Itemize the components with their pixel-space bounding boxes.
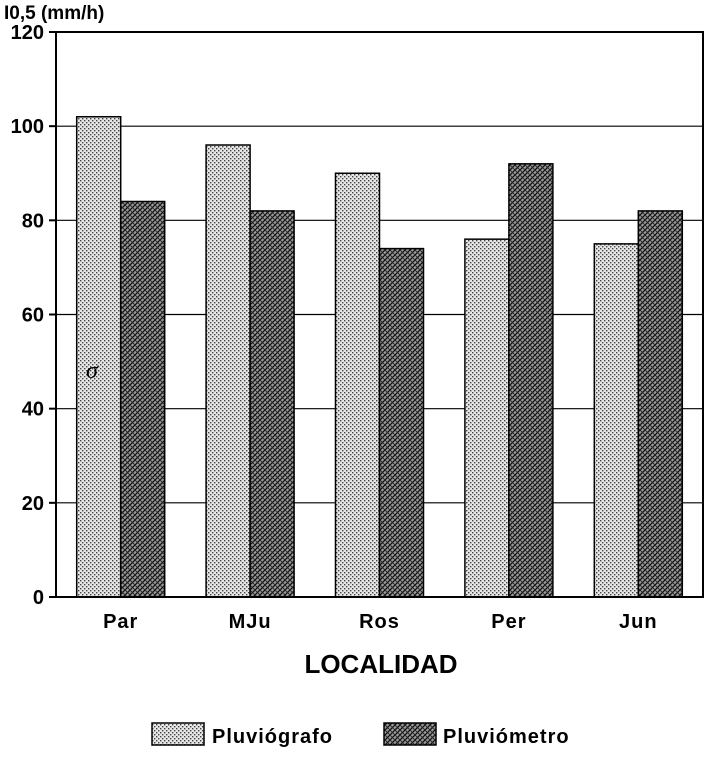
x-tick-label: Par bbox=[103, 611, 138, 633]
x-tick-label: Per bbox=[491, 611, 526, 633]
legend-swatch-pluviometro bbox=[383, 722, 437, 746]
y-tick-label: 40 bbox=[22, 399, 44, 421]
bar-pluviografo-par bbox=[75, 116, 122, 598]
y-tick-label: 100 bbox=[11, 116, 44, 138]
bar-pluviometro-mju bbox=[249, 210, 295, 598]
bar-pluviografo-ros bbox=[334, 172, 381, 598]
x-tick-label: Jun bbox=[619, 611, 658, 633]
legend-label-pluviometro: Pluviómetro bbox=[443, 726, 570, 748]
y-axis-ticks: 0 20 40 60 80 100 120 bbox=[11, 22, 56, 609]
bar-pluviometro-par bbox=[119, 200, 166, 598]
x-axis-ticks: Par MJu Ros Per Jun bbox=[103, 611, 658, 633]
legend-label-pluviografo: Pluviógrafo bbox=[212, 726, 333, 748]
bar-pluviografo-mju bbox=[205, 144, 251, 598]
y-tick-label: 60 bbox=[22, 305, 44, 327]
annotation-sigma: σ bbox=[86, 358, 99, 384]
bar-pluviometro-jun bbox=[637, 210, 684, 598]
y-axis-label: I0,5 (mm/h) bbox=[4, 3, 104, 24]
bar-pluviografo-jun bbox=[593, 243, 640, 598]
x-axis-label: LOCALIDAD bbox=[304, 649, 457, 679]
y-tick-label: 80 bbox=[22, 210, 44, 232]
y-tick-label: 20 bbox=[22, 493, 44, 515]
legend-swatch-pluviografo bbox=[151, 722, 205, 746]
y-tick-label: 120 bbox=[11, 22, 44, 44]
legend: Pluviógrafo Pluviómetro bbox=[151, 722, 570, 748]
bar-pluviometro-ros bbox=[378, 247, 425, 598]
bar-pluviometro-per bbox=[508, 163, 554, 598]
x-tick-label: MJu bbox=[229, 611, 272, 633]
bar-pluviografo-per bbox=[464, 238, 510, 598]
bars bbox=[75, 116, 684, 598]
x-tick-label: Ros bbox=[359, 611, 400, 633]
y-tick-label: 0 bbox=[33, 587, 44, 609]
